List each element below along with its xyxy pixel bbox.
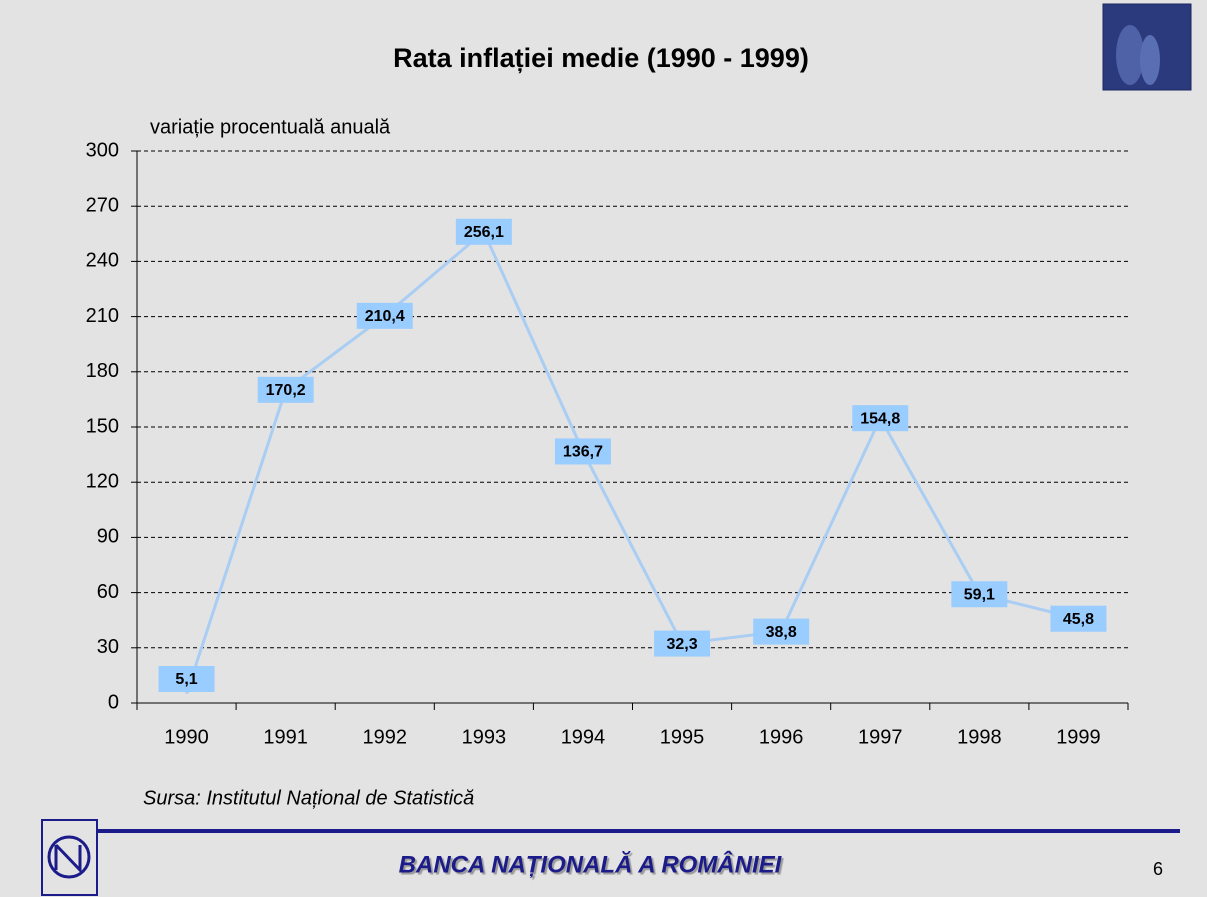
x-tick-label: 1995 bbox=[660, 726, 705, 748]
data-label-box bbox=[951, 581, 1008, 608]
y-tick-label: 210 bbox=[86, 305, 119, 327]
y-tick-label: 180 bbox=[86, 360, 119, 382]
x-tick-label: 1998 bbox=[957, 726, 1002, 748]
data-label-text: 59,1 bbox=[964, 586, 995, 603]
y-tick-label: 30 bbox=[97, 636, 119, 658]
x-tick-label: 1990 bbox=[164, 726, 209, 748]
data-label: 38,8 bbox=[753, 618, 810, 645]
data-label-box bbox=[455, 218, 512, 245]
x-tick-label: 1996 bbox=[759, 726, 804, 748]
data-label-text: 32,3 bbox=[666, 636, 697, 653]
data-label-text: 154,8 bbox=[860, 410, 900, 427]
footer-title: BANCA NAȚIONALĂ A ROMÂNIEI bbox=[399, 850, 783, 878]
data-label: 32,3 bbox=[654, 630, 711, 657]
data-label-text: 170,2 bbox=[266, 382, 306, 399]
page-number: 6 bbox=[1153, 859, 1163, 879]
data-label-box bbox=[654, 630, 711, 657]
data-label: 256,1 bbox=[455, 218, 512, 245]
data-label: 210,4 bbox=[356, 302, 413, 329]
x-tick-label: 1993 bbox=[462, 726, 507, 748]
data-label-text: 38,8 bbox=[766, 624, 797, 641]
data-label-box bbox=[158, 666, 215, 692]
data-label-text: 45,8 bbox=[1063, 611, 1094, 628]
y-tick-label: 300 bbox=[86, 139, 119, 161]
data-label-box bbox=[554, 438, 611, 465]
y-tick-label: 240 bbox=[86, 250, 119, 272]
y-tick-label: 0 bbox=[108, 691, 119, 713]
data-label: 45,8 bbox=[1050, 605, 1107, 632]
y-axis-label: variație procentuală anuală bbox=[150, 116, 391, 138]
bottom-logo bbox=[41, 819, 98, 896]
data-label-text: 136,7 bbox=[563, 444, 603, 461]
data-label-box bbox=[852, 405, 909, 432]
y-tick-label: 90 bbox=[97, 526, 119, 548]
data-label-box bbox=[1050, 605, 1107, 632]
top-logo bbox=[1102, 3, 1192, 91]
data-label: 5,1 bbox=[158, 666, 215, 692]
source-note: Sursa: Institutul Național de Statistică bbox=[143, 787, 474, 809]
data-label-text: 5,1 bbox=[175, 671, 197, 688]
y-tick-label: 150 bbox=[86, 415, 119, 437]
x-tick-label: 1994 bbox=[561, 726, 606, 748]
data-label-text: 256,1 bbox=[464, 224, 504, 241]
chart-title: Rata inflației medie (1990 - 1999) bbox=[393, 43, 809, 73]
x-tick-label: 1992 bbox=[363, 726, 408, 748]
data-label: 136,7 bbox=[554, 438, 611, 465]
y-tick-label: 120 bbox=[86, 470, 119, 492]
data-label: 154,8 bbox=[852, 405, 909, 432]
x-tick-label: 1991 bbox=[263, 726, 308, 748]
data-label-box bbox=[753, 618, 810, 645]
data-label: 59,1 bbox=[951, 581, 1008, 608]
data-label-box bbox=[356, 302, 413, 329]
data-label-text: 210,4 bbox=[365, 308, 405, 325]
data-label-box bbox=[257, 376, 314, 403]
y-tick-label: 60 bbox=[97, 581, 119, 603]
y-tick-label: 270 bbox=[86, 194, 119, 216]
data-label: 170,2 bbox=[257, 376, 314, 403]
data-line bbox=[185, 229, 1079, 695]
x-tick-label: 1999 bbox=[1056, 726, 1101, 748]
x-tick-label: 1997 bbox=[858, 726, 903, 748]
